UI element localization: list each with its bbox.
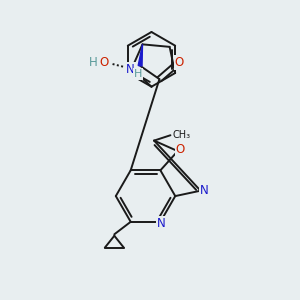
Text: N: N — [157, 217, 165, 230]
Text: N: N — [200, 184, 208, 196]
Text: CH₃: CH₃ — [172, 130, 190, 140]
Text: H: H — [88, 56, 97, 69]
Text: O: O — [175, 56, 184, 69]
Text: O: O — [176, 143, 185, 156]
Text: O: O — [99, 56, 108, 69]
Text: N: N — [126, 63, 135, 76]
Text: H: H — [134, 69, 142, 79]
Polygon shape — [138, 44, 142, 66]
